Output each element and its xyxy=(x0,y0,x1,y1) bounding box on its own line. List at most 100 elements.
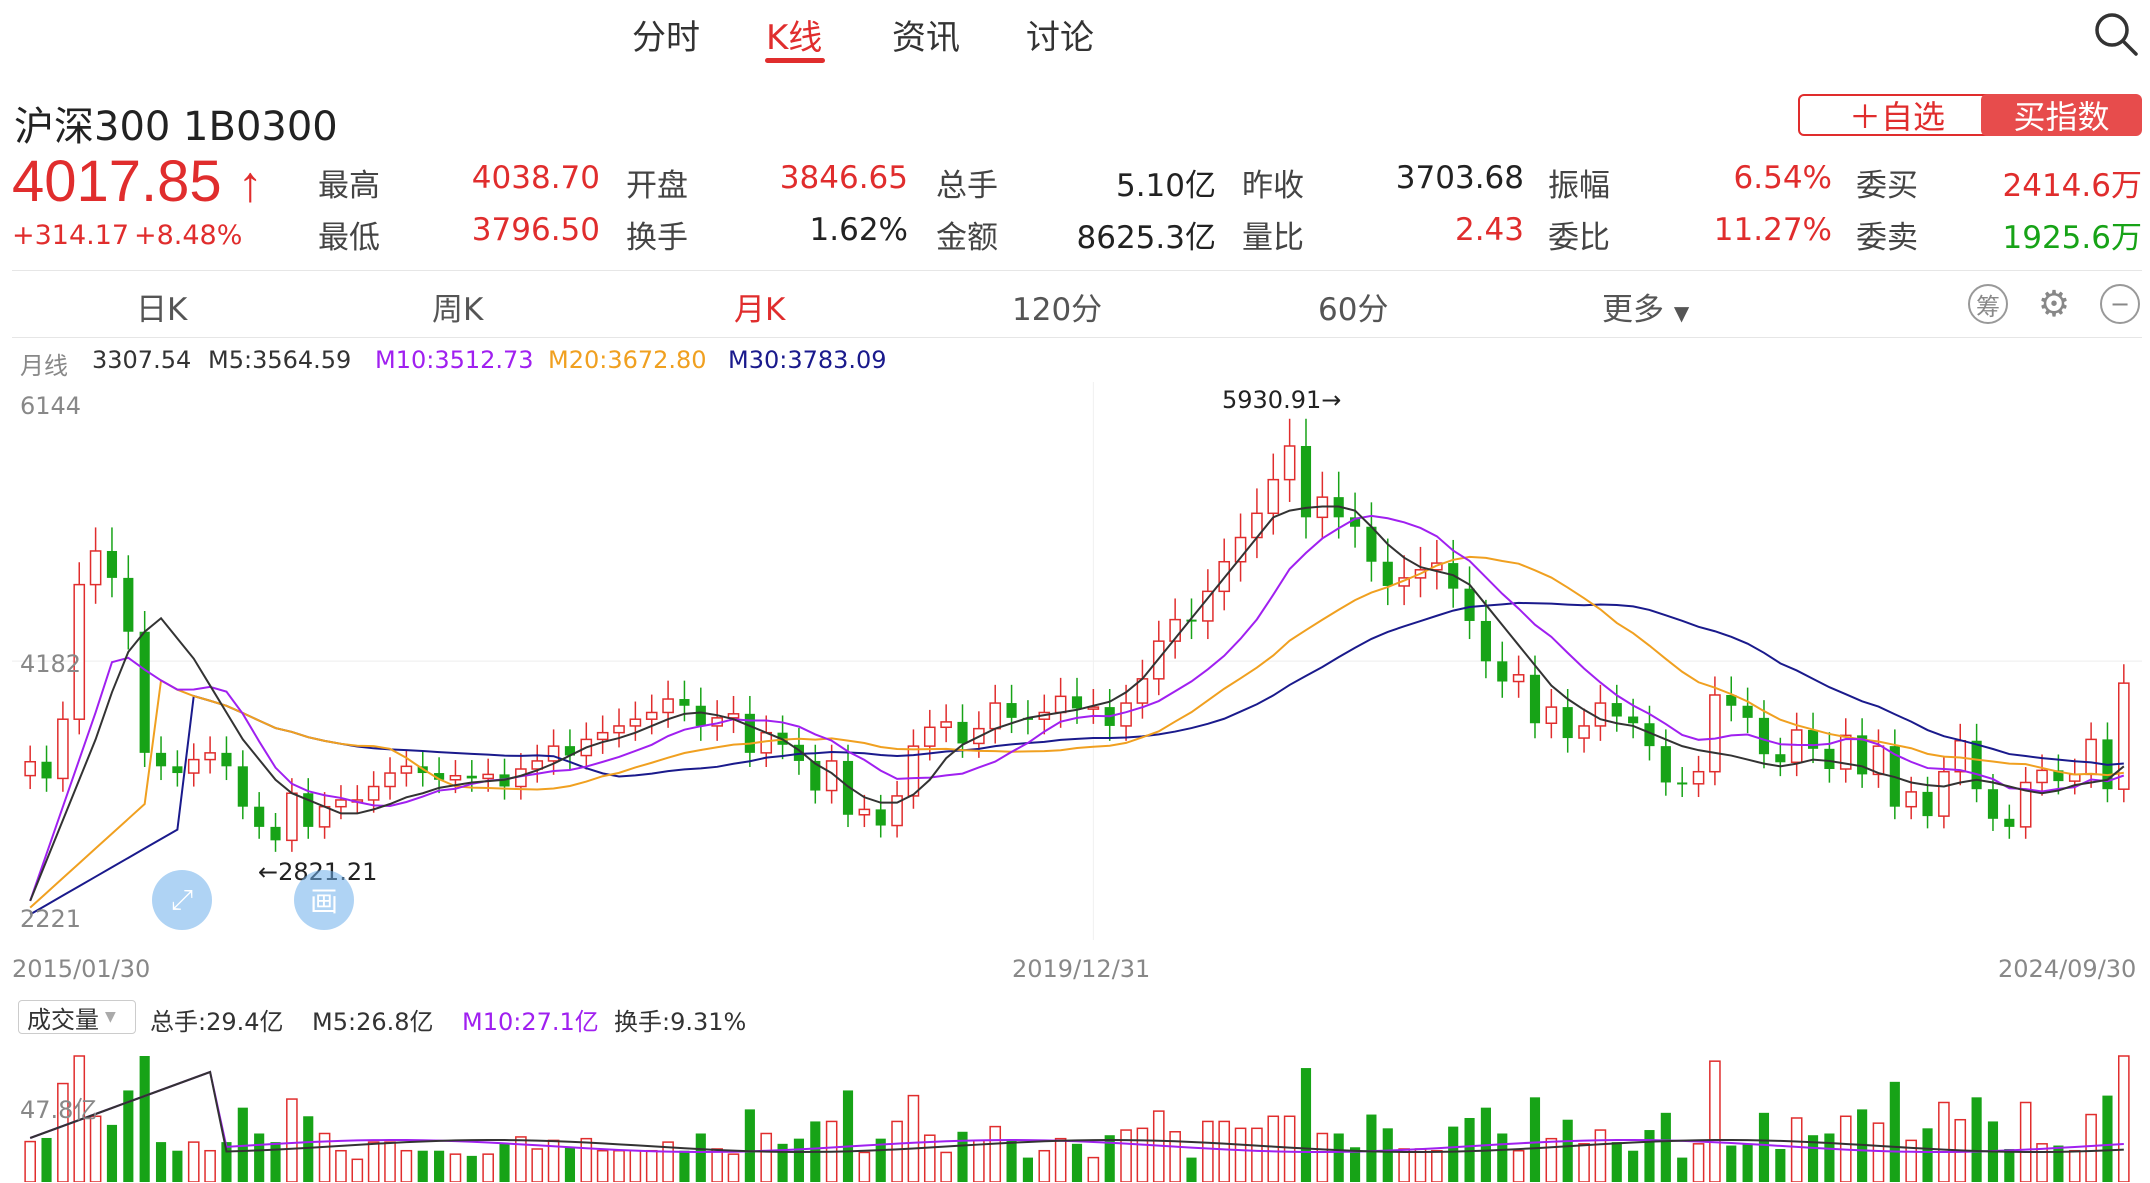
volume-bar xyxy=(940,1151,952,1182)
candle-body xyxy=(482,773,494,780)
volume-bar xyxy=(1448,1126,1459,1182)
draw-icon[interactable]: 画 xyxy=(294,870,354,930)
candle-body xyxy=(1529,674,1541,724)
volume-bar xyxy=(384,1141,396,1182)
candle-body xyxy=(1709,694,1721,773)
candle-body xyxy=(1971,740,1982,790)
candle-body xyxy=(1692,770,1705,785)
zoom-out-icon[interactable]: − xyxy=(2100,284,2140,324)
volume-bar xyxy=(760,1132,773,1182)
volume-m10: M10:27.1亿 xyxy=(462,1008,599,1036)
candle-body xyxy=(1611,703,1622,717)
volume-bar xyxy=(858,1151,871,1182)
candle-body xyxy=(237,766,248,807)
volume-bar xyxy=(1922,1128,1933,1182)
chips-icon[interactable]: 筹 xyxy=(1968,284,2008,324)
period-120min[interactable]: 120分 xyxy=(1012,292,1103,328)
candle-body xyxy=(1578,725,1590,739)
volume-bar xyxy=(187,1141,200,1182)
volume-bar xyxy=(1267,1115,1280,1182)
volume-bar xyxy=(434,1150,445,1182)
tab-news[interactable]: 资讯 xyxy=(892,18,960,58)
candle-body xyxy=(89,550,102,586)
candle-body xyxy=(1366,526,1377,562)
quote-value: 5.10亿 xyxy=(1115,168,1216,204)
volume-bar xyxy=(1366,1114,1377,1182)
candle-body xyxy=(596,731,609,741)
candle-body xyxy=(957,721,968,744)
volume-chart[interactable] xyxy=(12,1036,2142,1182)
candle-body xyxy=(1954,739,1967,773)
period-more[interactable]: 更多 ▼ xyxy=(1602,292,1690,328)
candle-body xyxy=(1905,791,1918,808)
candle-body xyxy=(2118,682,2130,790)
tab-intraday[interactable]: 分时 xyxy=(632,18,700,58)
volume-bar xyxy=(449,1153,462,1182)
candle-body xyxy=(1186,619,1197,622)
volume-bar xyxy=(1251,1127,1263,1182)
volume-bar xyxy=(679,1150,690,1182)
search-icon[interactable] xyxy=(2092,10,2140,62)
volume-bar xyxy=(204,1149,216,1182)
candle-body xyxy=(466,775,477,779)
volume-bar xyxy=(286,1098,298,1182)
volume-bar xyxy=(1692,1143,1705,1182)
y-axis-mid: 4182 xyxy=(20,650,82,678)
volume-bar xyxy=(1169,1131,1181,1182)
volume-indicator-select[interactable]: 成交量 ▼ xyxy=(18,1000,136,1034)
candle-body xyxy=(2085,738,2097,776)
candle-body xyxy=(2004,818,2015,827)
candle-body xyxy=(1839,734,1852,770)
gear-icon[interactable]: ⚙ xyxy=(2037,283,2071,325)
quote-label: 振幅 xyxy=(1548,168,1610,204)
volume-bar xyxy=(1905,1139,1918,1182)
quote-value: 1.62% xyxy=(809,212,908,248)
candle-body xyxy=(1726,694,1737,706)
candle-body xyxy=(318,805,331,828)
candle-body xyxy=(400,765,413,774)
period-60min[interactable]: 60分 xyxy=(1318,292,1389,328)
volume-bar xyxy=(531,1148,544,1182)
period-bar xyxy=(12,270,2142,338)
volume-bar xyxy=(1054,1137,1067,1182)
tab-kline[interactable]: K线 xyxy=(766,18,823,58)
candle-body xyxy=(875,809,886,826)
volume-bar xyxy=(629,1149,642,1182)
quote-label: 委比 xyxy=(1548,220,1610,256)
volume-bar xyxy=(1071,1143,1083,1182)
candle-body xyxy=(1006,703,1017,718)
quote-value: 3796.50 xyxy=(471,212,600,248)
candle-body xyxy=(825,760,838,792)
tab-discussion[interactable]: 讨论 xyxy=(1026,18,1094,58)
add-watchlist-button[interactable]: ＋自选 xyxy=(1798,94,1996,136)
quote-label: 金额 xyxy=(936,220,998,256)
candle-body xyxy=(662,698,674,714)
volume-bar xyxy=(907,1094,920,1182)
candle-body xyxy=(1234,536,1247,563)
volume-bar xyxy=(1316,1132,1329,1182)
period-month[interactable]: 月K xyxy=(734,292,786,328)
candle-body xyxy=(564,746,576,756)
volume-bar xyxy=(1790,1117,1803,1182)
candle-body xyxy=(434,773,445,780)
fullscreen-icon[interactable]: ⤢ xyxy=(152,870,212,930)
candle-body xyxy=(1497,661,1508,682)
y-axis-bottom: 2221 xyxy=(20,905,82,933)
period-week[interactable]: 周K xyxy=(432,292,484,328)
volume-bar xyxy=(1300,1068,1312,1182)
volume-bar xyxy=(367,1141,380,1182)
period-day[interactable]: 日K xyxy=(136,292,188,328)
candle-body xyxy=(940,721,952,729)
volume-bar xyxy=(662,1141,674,1182)
quote-value: 4038.70 xyxy=(471,160,600,196)
volume-bar xyxy=(1529,1097,1541,1182)
volume-bar xyxy=(1414,1148,1427,1182)
volume-bar xyxy=(24,1140,36,1182)
candlestick-chart[interactable] xyxy=(12,382,2142,940)
volume-bar xyxy=(1709,1060,1721,1182)
quote-label: 总手 xyxy=(936,168,998,204)
buy-index-button[interactable]: 买指数 xyxy=(1981,94,2142,136)
volume-bar xyxy=(139,1056,150,1182)
volume-bar xyxy=(1234,1127,1247,1182)
volume-bar xyxy=(1349,1147,1361,1182)
